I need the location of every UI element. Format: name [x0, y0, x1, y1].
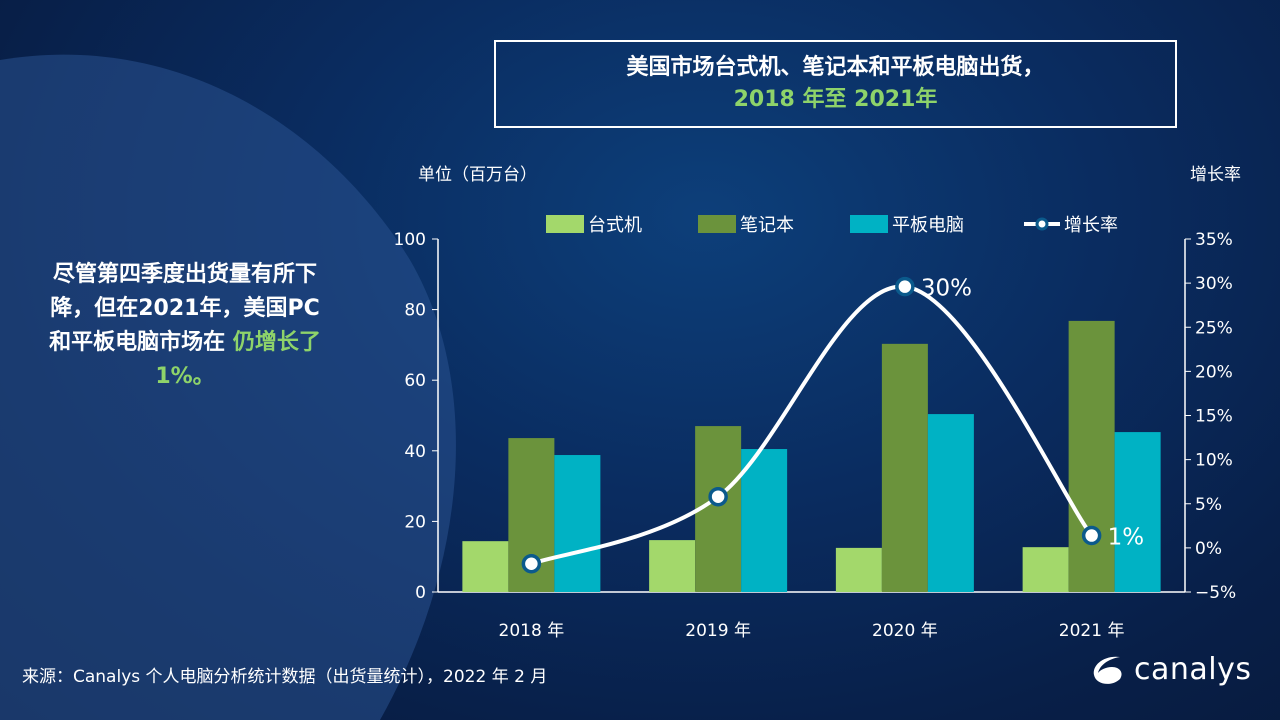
y2-tick-label: 15% — [1195, 407, 1233, 427]
canalys-logo: canalys — [1090, 652, 1252, 687]
growth-point-2 — [895, 276, 915, 297]
legend-marker — [1035, 217, 1049, 231]
legend-swatch-2 — [850, 215, 888, 233]
chart-title: 美国市场台式机、笔记本和平板电脑出货， 2018 年至 2021年 — [494, 40, 1177, 128]
bar-平板电脑-1 — [741, 449, 788, 592]
bar-笔记本-3 — [1068, 320, 1115, 592]
source-note: 来源：Canalys 个人电脑分析统计数据（出货量统计），2022 年 2 月 — [22, 667, 548, 687]
growth-point-0 — [521, 554, 542, 574]
legend-label-0: 台式机 — [588, 215, 642, 236]
legend-label-1: 笔记本 — [740, 215, 794, 236]
y-tick-label: 100 — [394, 230, 426, 250]
title-line-1: 美国市场台式机、笔记本和平板电脑出货， — [626, 55, 1045, 80]
y2-tick-label: 0% — [1195, 539, 1222, 559]
data-label: 1% — [1108, 525, 1145, 551]
y2-tick-label: 35% — [1195, 230, 1233, 250]
bar-台式机-0 — [462, 541, 509, 592]
legend-label-3: 增长率 — [1064, 215, 1118, 236]
legend-swatch-1 — [698, 215, 736, 233]
data-label: 30% — [921, 276, 972, 302]
x-tick-label: 2018 年 — [499, 621, 565, 641]
y2-tick-label: 30% — [1195, 274, 1233, 294]
canalys-logo-icon — [1093, 656, 1122, 684]
callout-highlight: 仍增长了 1%。 — [155, 330, 321, 389]
side-callout: 尽管第四季度出货量有所下降，但在2021年，美国PC和平板电脑市场在 仍增长了 … — [40, 258, 330, 394]
y2-tick-label: 10% — [1195, 451, 1233, 471]
legend-swatch-0 — [546, 215, 584, 233]
y2-axis-label: 增长率 — [1190, 165, 1241, 185]
y-tick-label: 60 — [404, 371, 426, 391]
bar-平板电脑-2 — [927, 414, 974, 592]
y2-tick-label: 5% — [1195, 495, 1222, 515]
bar-笔记本-2 — [881, 343, 928, 592]
bar-台式机-1 — [649, 540, 696, 592]
bar-台式机-2 — [835, 547, 882, 592]
y-tick-label: 40 — [404, 442, 426, 462]
title-line-2: 2018 年至 2021年 — [733, 87, 938, 112]
bar-平板电脑-3 — [1114, 432, 1161, 592]
legend-label-2: 平板电脑 — [892, 215, 964, 236]
growth-point-3 — [1081, 525, 1102, 546]
growth-rate-line — [530, 284, 1094, 566]
callout-text: 尽管第四季度出货量有所下降，但在2021年，美国PC和平板电脑市场在 — [49, 262, 320, 355]
y-axis-label: 单位（百万台） — [418, 165, 537, 185]
growth-point-1 — [708, 486, 728, 507]
logo-text: canalys — [1134, 652, 1252, 687]
bar-平板电脑-0 — [554, 455, 601, 592]
x-tick-label: 2020 年 — [872, 621, 938, 641]
y2-tick-label: 25% — [1195, 318, 1233, 338]
x-tick-label: 2021 年 — [1059, 621, 1125, 641]
y-tick-label: 20 — [404, 512, 426, 532]
bar-台式机-3 — [1022, 547, 1069, 592]
y-tick-label: 80 — [404, 301, 426, 321]
y2-tick-label: −5% — [1195, 583, 1236, 603]
y2-tick-label: 20% — [1195, 362, 1233, 382]
x-tick-label: 2019 年 — [685, 621, 751, 641]
y-tick-label: 0 — [415, 583, 426, 603]
